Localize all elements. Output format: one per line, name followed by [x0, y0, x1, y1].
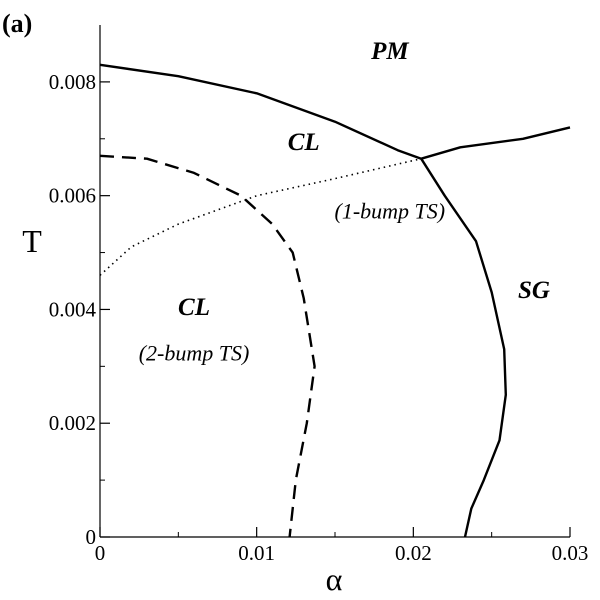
series-line-dashed-2 [99, 154, 316, 538]
x-tick-label: 0.02 [395, 541, 432, 565]
y-tick-label: 0.006 [49, 184, 96, 208]
y-tick-label: 0.004 [49, 297, 97, 321]
minor-ticks [100, 138, 493, 537]
panel-label: (a) [2, 9, 32, 38]
region-label-5: (2-bump TS) [139, 341, 250, 366]
region-label-3: SG [518, 277, 550, 304]
series-line-solid-0 [99, 63, 507, 538]
y-axis-title: T [22, 223, 42, 259]
x-ticks: 0 0.01 0.02 0.03 [95, 527, 589, 565]
region-label-1: CL [288, 129, 320, 156]
region-label-4: CL [178, 294, 210, 321]
x-tick-label: 0.03 [552, 541, 589, 565]
plot-frame [99, 25, 570, 538]
x-tick-label: 0 [95, 541, 106, 565]
annotation-layer: PM CL (1-bump TS) SG CL (2-bump TS) [139, 38, 550, 366]
region-label-2: (1-bump TS) [335, 198, 446, 223]
region-label-0: PM [370, 38, 409, 65]
series-layer [99, 63, 571, 538]
y-tick-label: 0.008 [49, 70, 96, 94]
y-tick-label: 0.002 [49, 411, 96, 435]
x-tick-label: 0.01 [238, 541, 275, 565]
y-tick-label: 0 [86, 525, 97, 549]
series-line-solid-1 [420, 126, 571, 160]
x-axis-title: α [326, 561, 343, 597]
y-ticks: 0 0.002 0.004 0.006 0.008 [49, 70, 110, 549]
